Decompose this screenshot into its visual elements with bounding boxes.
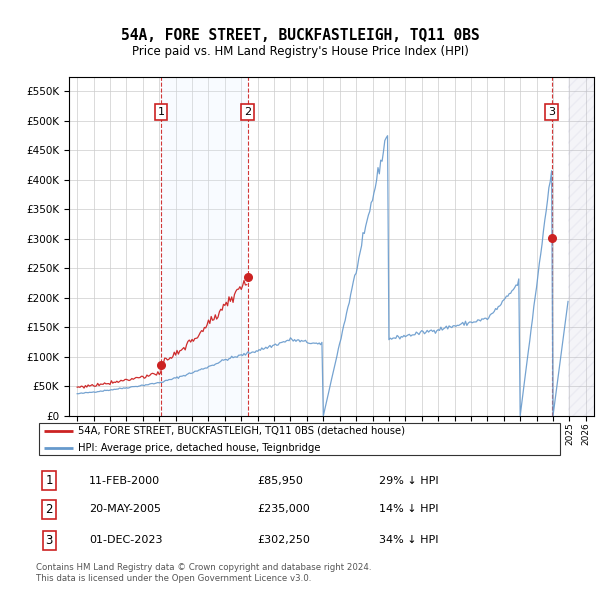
- Text: £85,950: £85,950: [258, 476, 304, 486]
- Text: 1: 1: [158, 107, 165, 117]
- Text: £235,000: £235,000: [258, 504, 311, 514]
- Text: 54A, FORE STREET, BUCKFASTLEIGH, TQ11 0BS: 54A, FORE STREET, BUCKFASTLEIGH, TQ11 0B…: [121, 28, 479, 43]
- Text: 1: 1: [46, 474, 53, 487]
- Text: Price paid vs. HM Land Registry's House Price Index (HPI): Price paid vs. HM Land Registry's House …: [131, 45, 469, 58]
- Text: 14% ↓ HPI: 14% ↓ HPI: [379, 504, 439, 514]
- Text: HPI: Average price, detached house, Teignbridge: HPI: Average price, detached house, Teig…: [78, 442, 321, 453]
- Bar: [568, 77, 594, 416]
- Bar: [161, 77, 248, 416]
- Text: 3: 3: [46, 534, 53, 547]
- Text: £302,250: £302,250: [258, 535, 311, 545]
- Text: 3: 3: [548, 107, 555, 117]
- Text: 34% ↓ HPI: 34% ↓ HPI: [379, 535, 439, 545]
- Text: 29% ↓ HPI: 29% ↓ HPI: [379, 476, 439, 486]
- Text: 2: 2: [46, 503, 53, 516]
- FancyBboxPatch shape: [38, 423, 560, 455]
- Text: 11-FEB-2000: 11-FEB-2000: [89, 476, 160, 486]
- Text: 54A, FORE STREET, BUCKFASTLEIGH, TQ11 0BS (detached house): 54A, FORE STREET, BUCKFASTLEIGH, TQ11 0B…: [78, 426, 405, 436]
- Text: This data is licensed under the Open Government Licence v3.0.: This data is licensed under the Open Gov…: [36, 573, 311, 583]
- Text: Contains HM Land Registry data © Crown copyright and database right 2024.: Contains HM Land Registry data © Crown c…: [36, 563, 371, 572]
- Text: 01-DEC-2023: 01-DEC-2023: [89, 535, 162, 545]
- Text: 20-MAY-2005: 20-MAY-2005: [89, 504, 161, 514]
- Text: 2: 2: [244, 107, 251, 117]
